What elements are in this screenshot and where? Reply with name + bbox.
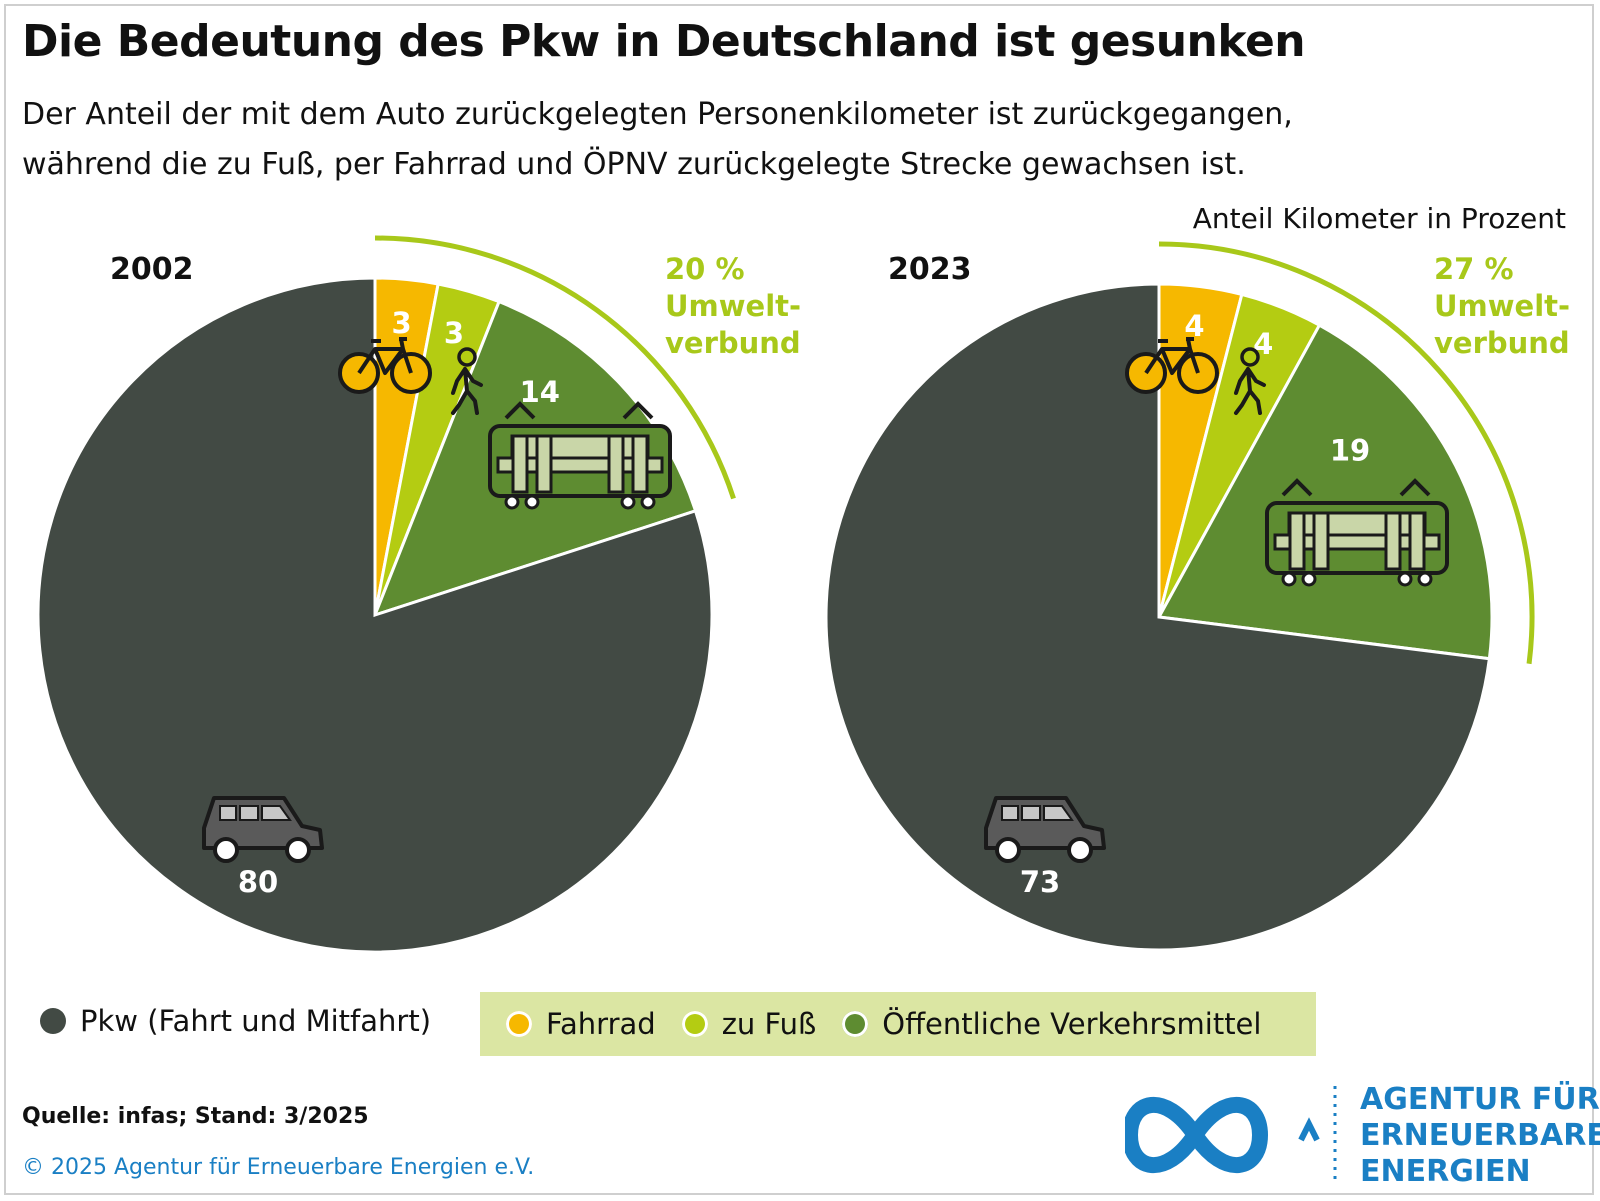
year-label-2023: 2023 (888, 252, 972, 287)
logo-line-1: AGENTUR FÜR (1360, 1082, 1600, 1117)
umweltverbund-arc-2023 (1158, 241, 1535, 665)
legend-label-fuss: zu Fuß (721, 1007, 817, 1041)
value-label-oepnv-2023: 19 (1330, 433, 1370, 467)
legend-item-pkw: Pkw (Fahrt und Mitfahrt) (40, 1004, 431, 1038)
umweltverbund-label-line1-2002: Umwelt- (665, 289, 801, 323)
aee-logo-icon (1125, 1086, 1337, 1184)
tram-icon (488, 401, 672, 510)
legend-label-fahrrad: Fahrrad (546, 1007, 656, 1041)
umweltverbund-label-line2-2023: verbund (1434, 326, 1570, 360)
legend-item-fahrrad: Fahrrad (506, 1007, 656, 1041)
legend-swatch-pkw (40, 1008, 66, 1034)
pedestrian-icon (1234, 347, 1266, 415)
subtitle-line-2: während die zu Fuß, per Fahrrad und ÖPNV… (22, 147, 1246, 182)
unit-label: Anteil Kilometer in Prozent (1192, 202, 1566, 235)
slice-pkw-2002 (36, 276, 714, 954)
chart-title: Die Bedeutung des Pkw in Deutschland ist… (22, 16, 1306, 67)
chart-subtitle: Der Anteil der mit dem Auto zurückgelegt… (22, 90, 1562, 190)
value-label-pkw-2023: 73 (1020, 865, 1060, 899)
source-note: Quelle: infas; Stand: 3/2025 (22, 1104, 369, 1129)
copyright-note: © 2025 Agentur für Erneuerbare Energien … (22, 1155, 535, 1180)
pie-chart-2002: 3 3 14 80 2002 20 %Umwelt-verbund (36, 235, 801, 954)
legend-swatch-oepnv (842, 1011, 869, 1037)
bicycle-icon (1125, 337, 1219, 394)
year-label-2002: 2002 (110, 252, 194, 287)
value-label-fuss-2002: 3 (444, 316, 464, 350)
umweltverbund-label-line2-2002: verbund (665, 326, 801, 360)
car-icon (984, 796, 1106, 863)
bicycle-icon (338, 337, 432, 394)
legend-swatch-fuss (681, 1011, 708, 1037)
legend-item-fuss: zu Fuß (681, 1007, 817, 1041)
legend-item-oepnv: Öffentliche Verkehrsmittel (842, 1007, 1261, 1041)
logo-line-3: ENERGIEN (1360, 1154, 1531, 1189)
legend-swatch-fahrrad (506, 1011, 532, 1037)
legend-label-pkw: Pkw (Fahrt und Mitfahrt) (80, 1004, 432, 1038)
slice-pkw-2023 (824, 282, 1492, 952)
chart-frame (4, 4, 1594, 1195)
logo-line-2: ERNEUERBARE (1360, 1118, 1600, 1153)
value-label-fahrrad-2023: 4 (1184, 309, 1204, 343)
subtitle-line-1: Der Anteil der mit dem Auto zurückgelegt… (22, 97, 1293, 132)
value-label-pkw-2002: 80 (238, 865, 278, 899)
umweltverbund-label-value-2023: 27 % (1434, 252, 1514, 286)
legend-umweltverbund: Fahrrad zu Fuß Öffentliche Verkehrsmitte… (480, 992, 1316, 1056)
aee-logo-text: AGENTUR FÜR ERNEUERBARE ENERGIEN (1360, 1082, 1600, 1190)
value-label-oepnv-2002: 14 (520, 375, 560, 409)
tram-icon (1265, 478, 1449, 587)
umweltverbund-label-line1-2023: Umwelt- (1434, 289, 1570, 323)
value-label-fahrrad-2002: 3 (392, 306, 412, 340)
umweltverbund-label-value-2002: 20 % (665, 252, 745, 286)
umweltverbund-arc-2002 (374, 235, 736, 500)
pedestrian-icon (451, 347, 483, 415)
legend-label-oepnv: Öffentliche Verkehrsmittel (882, 1007, 1262, 1041)
car-icon (202, 796, 324, 863)
